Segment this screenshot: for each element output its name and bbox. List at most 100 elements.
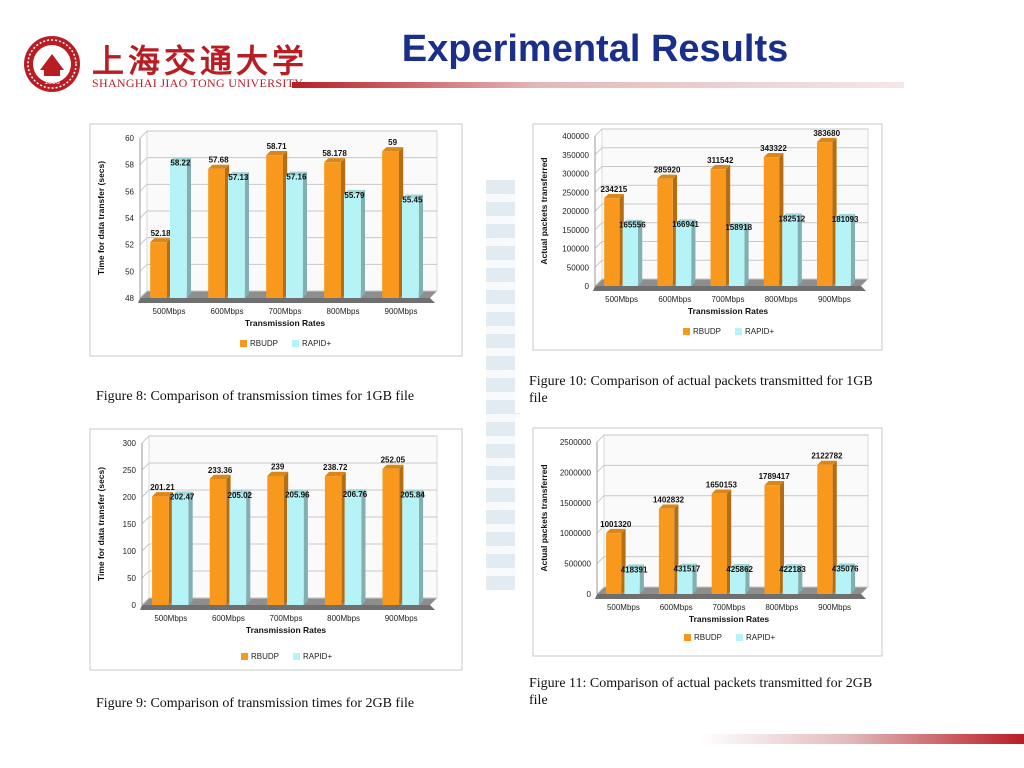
bar-top-rbudp <box>266 151 288 156</box>
gridline <box>139 263 148 272</box>
data-label: 55.45 <box>402 195 423 204</box>
legend-label: RBUDP <box>251 652 279 661</box>
y-tick-label: 50 <box>125 267 134 276</box>
bar-rapid <box>229 494 247 605</box>
data-label: 206.76 <box>343 490 368 499</box>
legend-swatch <box>241 653 248 660</box>
legend-label: RAPID+ <box>302 339 331 348</box>
bar-rapid <box>402 198 419 298</box>
legend-swatch <box>683 328 690 335</box>
gridline <box>141 489 150 498</box>
legend-label: RAPID+ <box>746 633 775 642</box>
bar-rapid <box>730 568 746 594</box>
bar-top-rbudp <box>382 147 404 152</box>
bar-side-rapid <box>691 219 696 286</box>
bar-top-rapid <box>228 172 250 177</box>
data-label: 285920 <box>654 166 681 175</box>
y-tick-label: 150 <box>123 520 137 529</box>
bar-top-rbudp <box>382 464 404 469</box>
gridline <box>594 128 603 137</box>
x-tick-label: 700Mbps <box>269 307 302 316</box>
bar-rbudp <box>324 162 341 298</box>
bar-rapid <box>675 223 692 286</box>
bar-rbudp <box>606 533 622 594</box>
bar-top-rapid <box>286 171 308 176</box>
bar-top-rapid <box>171 491 193 496</box>
bar-side-rapid <box>692 563 697 594</box>
figure-9-panel: 0 50 100 150 200 250 300 201.21 202.47 500Mbps 233… <box>70 425 485 723</box>
bar-rbudp <box>382 468 400 605</box>
bar-top-rapid <box>729 222 749 227</box>
data-label: 431517 <box>674 565 701 574</box>
figure-11-panel: 0 500000 1000000 1500000 2000000 2500000 10013… <box>515 418 900 718</box>
gridline <box>594 147 603 156</box>
legend-label: RBUDP <box>250 339 278 348</box>
data-label: 238.72 <box>323 463 348 472</box>
data-label: 418391 <box>621 565 648 574</box>
legend-swatch <box>735 328 742 335</box>
y-tick-label: 100 <box>123 547 137 556</box>
gridline <box>141 597 150 606</box>
bar-rapid <box>171 495 189 605</box>
bar-top-rbudp <box>152 492 173 497</box>
bar-top-rbudp <box>711 489 732 494</box>
data-label: 425862 <box>726 565 753 574</box>
x-tick-label: 500Mbps <box>153 307 186 316</box>
bar-top-rbudp <box>209 474 231 479</box>
bar-side-rapid <box>744 222 749 286</box>
data-label: 202.47 <box>170 492 195 501</box>
bar-rapid <box>729 226 745 286</box>
bar-rapid <box>286 175 303 298</box>
bar-side-rapid <box>302 171 308 298</box>
x-tick-label: 500Mbps <box>154 614 187 623</box>
x-tick-label: 800Mbps <box>327 614 360 623</box>
x-tick-label: 800Mbps <box>765 295 798 304</box>
data-label: 234215 <box>601 185 628 194</box>
data-label: 383680 <box>813 129 840 138</box>
figure-8-chart: 48 50 52 54 56 58 60 52.18 58.22 500Mbps 57.68 57.1… <box>89 123 463 357</box>
figure-caption: Figure 10: Comparison of actual packets … <box>529 374 873 406</box>
bar-rbudp <box>324 476 342 605</box>
y-tick-label: 250 <box>123 466 137 475</box>
y-axis-title: Actual packets transferred <box>539 464 549 571</box>
gridline <box>596 556 605 564</box>
x-axis-title: Transmission Rates <box>246 625 327 635</box>
bar-rbudp <box>711 493 727 594</box>
x-tick-label: 900Mbps <box>818 295 851 304</box>
data-label: 52.18 <box>151 229 172 238</box>
y-tick-label: 56 <box>125 187 134 196</box>
gridline <box>594 184 603 193</box>
x-tick-label: 900Mbps <box>385 307 418 316</box>
bar-rbudp <box>266 155 283 298</box>
plot-floor-edge <box>593 286 866 291</box>
bar-side-rapid <box>798 564 803 594</box>
gridline <box>139 210 148 219</box>
gridline <box>141 462 150 471</box>
legend-label: RBUDP <box>693 327 721 336</box>
legend-label: RAPID+ <box>745 327 774 336</box>
bar-top-rapid <box>229 490 251 495</box>
x-tick-label: 700Mbps <box>713 603 746 612</box>
bar-top-rapid <box>287 489 308 494</box>
bar-side-rapid <box>797 213 802 286</box>
data-label: 1789417 <box>759 472 791 481</box>
bar-top-rapid <box>624 564 644 569</box>
university-seal-icon: 1896 <box>24 36 80 92</box>
bar-side-rbudp <box>727 489 732 594</box>
data-label: 158918 <box>725 223 752 232</box>
bar-top-rapid <box>677 563 697 568</box>
x-tick-label: 700Mbps <box>270 614 303 623</box>
bar-side-rapid <box>188 491 193 605</box>
bar-side-rapid <box>418 489 424 605</box>
university-name-en: SHANGHAI JIAO TONG UNIVERSITY <box>92 76 304 90</box>
bar-top-rbudp <box>324 158 346 163</box>
bar-top-rapid <box>170 157 192 162</box>
gridline <box>139 183 148 192</box>
legend-swatch <box>240 340 247 347</box>
x-tick-label: 700Mbps <box>712 295 745 304</box>
y-tick-label: 350000 <box>562 151 589 160</box>
bar-rbudp <box>152 496 169 605</box>
y-axis-title: Time for data transfer (secs) <box>96 467 106 581</box>
x-axis-title: Transmission Rates <box>245 318 326 328</box>
